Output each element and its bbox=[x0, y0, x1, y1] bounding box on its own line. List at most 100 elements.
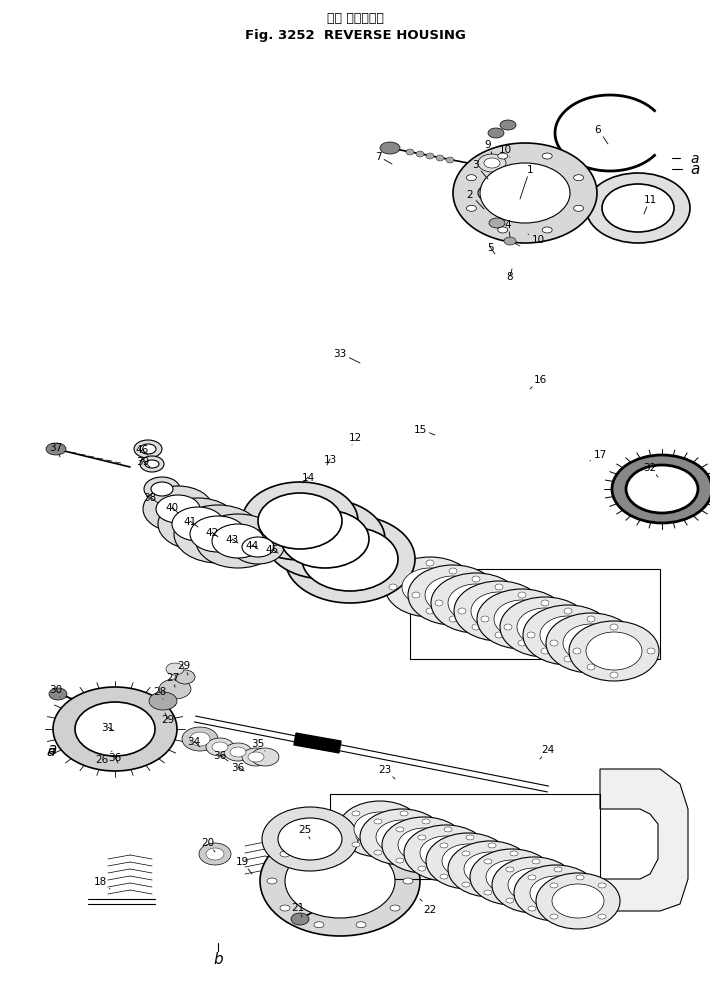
Text: 3: 3 bbox=[471, 159, 488, 180]
Ellipse shape bbox=[260, 826, 420, 936]
Ellipse shape bbox=[518, 593, 526, 599]
Ellipse shape bbox=[352, 811, 360, 816]
Ellipse shape bbox=[46, 443, 66, 455]
Ellipse shape bbox=[285, 516, 415, 604]
Text: 後進 ハウジング: 後進 ハウジング bbox=[327, 11, 383, 24]
Ellipse shape bbox=[175, 670, 195, 684]
Ellipse shape bbox=[380, 142, 400, 154]
Ellipse shape bbox=[248, 752, 264, 762]
Ellipse shape bbox=[466, 867, 474, 872]
Text: 36: 36 bbox=[214, 750, 228, 761]
Text: 4: 4 bbox=[505, 220, 511, 238]
Ellipse shape bbox=[356, 922, 366, 928]
Ellipse shape bbox=[550, 883, 558, 888]
Ellipse shape bbox=[510, 883, 518, 888]
Text: 29: 29 bbox=[178, 660, 190, 675]
Ellipse shape bbox=[494, 601, 550, 638]
Ellipse shape bbox=[400, 843, 408, 848]
Ellipse shape bbox=[576, 875, 584, 880]
Ellipse shape bbox=[550, 640, 558, 646]
Text: 10: 10 bbox=[528, 235, 545, 245]
Ellipse shape bbox=[480, 163, 570, 224]
Ellipse shape bbox=[624, 640, 632, 646]
Ellipse shape bbox=[462, 883, 470, 888]
Ellipse shape bbox=[418, 835, 426, 841]
Ellipse shape bbox=[172, 508, 224, 542]
Ellipse shape bbox=[602, 185, 674, 233]
Ellipse shape bbox=[498, 228, 508, 234]
Ellipse shape bbox=[251, 748, 279, 766]
Ellipse shape bbox=[458, 609, 466, 615]
Ellipse shape bbox=[573, 648, 581, 654]
Ellipse shape bbox=[532, 609, 540, 615]
Ellipse shape bbox=[408, 566, 498, 626]
Ellipse shape bbox=[291, 913, 309, 925]
Ellipse shape bbox=[478, 154, 506, 173]
Ellipse shape bbox=[463, 585, 471, 591]
Ellipse shape bbox=[242, 748, 270, 766]
Ellipse shape bbox=[504, 625, 512, 630]
Ellipse shape bbox=[489, 219, 505, 229]
Ellipse shape bbox=[230, 747, 246, 757]
Ellipse shape bbox=[232, 531, 284, 565]
Ellipse shape bbox=[442, 845, 494, 878]
Text: 36: 36 bbox=[231, 762, 245, 772]
Ellipse shape bbox=[484, 860, 492, 864]
Ellipse shape bbox=[425, 577, 481, 615]
Ellipse shape bbox=[151, 482, 173, 496]
Ellipse shape bbox=[532, 891, 540, 895]
Ellipse shape bbox=[532, 860, 540, 864]
Ellipse shape bbox=[374, 819, 382, 824]
Ellipse shape bbox=[199, 844, 231, 866]
Ellipse shape bbox=[390, 852, 400, 858]
Ellipse shape bbox=[426, 153, 434, 159]
Text: 31: 31 bbox=[102, 722, 114, 732]
Text: Fig. 3252  REVERSE HOUSING: Fig. 3252 REVERSE HOUSING bbox=[244, 28, 466, 41]
Ellipse shape bbox=[440, 844, 448, 849]
Ellipse shape bbox=[49, 688, 67, 700]
Ellipse shape bbox=[280, 905, 290, 911]
Ellipse shape bbox=[495, 585, 503, 591]
Ellipse shape bbox=[647, 648, 655, 654]
Ellipse shape bbox=[262, 807, 358, 872]
Text: 2: 2 bbox=[466, 190, 484, 210]
Text: 22: 22 bbox=[420, 899, 437, 914]
Ellipse shape bbox=[470, 179, 514, 209]
Text: 26: 26 bbox=[95, 751, 112, 764]
Text: 10: 10 bbox=[498, 144, 512, 157]
Ellipse shape bbox=[206, 849, 224, 861]
Text: 6: 6 bbox=[595, 125, 608, 144]
Ellipse shape bbox=[498, 153, 508, 159]
Text: 40: 40 bbox=[165, 503, 178, 514]
Ellipse shape bbox=[53, 687, 177, 771]
Ellipse shape bbox=[134, 440, 162, 458]
Ellipse shape bbox=[552, 884, 604, 918]
Ellipse shape bbox=[224, 743, 252, 761]
Ellipse shape bbox=[314, 834, 324, 841]
Ellipse shape bbox=[506, 867, 514, 872]
Ellipse shape bbox=[436, 155, 444, 161]
Ellipse shape bbox=[541, 601, 549, 607]
Ellipse shape bbox=[389, 585, 397, 591]
Ellipse shape bbox=[527, 632, 535, 638]
Ellipse shape bbox=[466, 835, 474, 841]
Text: 24: 24 bbox=[540, 744, 555, 759]
Ellipse shape bbox=[446, 157, 454, 163]
Ellipse shape bbox=[156, 495, 200, 524]
Ellipse shape bbox=[435, 601, 443, 607]
Ellipse shape bbox=[509, 601, 517, 607]
Ellipse shape bbox=[449, 569, 457, 575]
Ellipse shape bbox=[426, 609, 434, 615]
Ellipse shape bbox=[542, 228, 552, 234]
Text: 35: 35 bbox=[251, 738, 265, 751]
Ellipse shape bbox=[431, 574, 521, 633]
Ellipse shape bbox=[140, 444, 156, 454]
Text: 14: 14 bbox=[301, 472, 315, 483]
Text: 25: 25 bbox=[298, 824, 312, 840]
Ellipse shape bbox=[144, 477, 180, 502]
Text: 30: 30 bbox=[50, 684, 62, 697]
Ellipse shape bbox=[555, 617, 563, 623]
Ellipse shape bbox=[470, 850, 554, 905]
Ellipse shape bbox=[212, 525, 264, 559]
Ellipse shape bbox=[546, 614, 636, 673]
